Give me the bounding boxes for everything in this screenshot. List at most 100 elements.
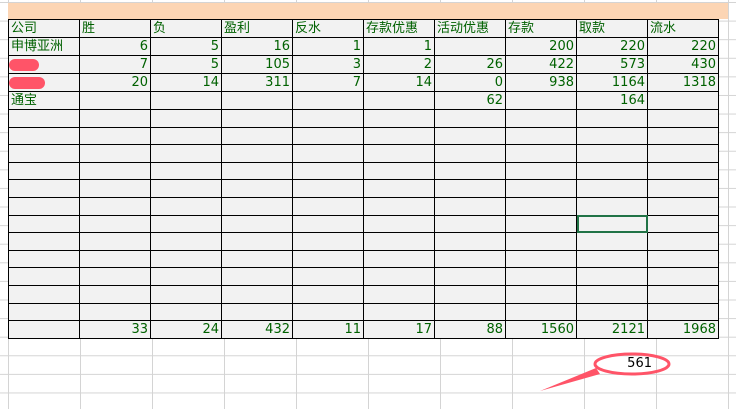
cell[interactable]: 938 xyxy=(505,73,577,92)
cell[interactable] xyxy=(150,196,222,216)
cell[interactable] xyxy=(150,267,222,286)
cell[interactable] xyxy=(576,214,648,234)
cell[interactable] xyxy=(505,179,577,198)
cell[interactable]: 430 xyxy=(647,55,719,74)
cell[interactable] xyxy=(292,126,364,146)
cell[interactable]: 62 xyxy=(434,91,506,110)
cell[interactable] xyxy=(647,267,719,286)
cell[interactable]: 220 xyxy=(576,37,648,56)
cell[interactable] xyxy=(505,302,577,322)
cell[interactable] xyxy=(434,232,506,251)
cell[interactable]: 26 xyxy=(434,55,506,74)
cell[interactable] xyxy=(576,126,648,146)
cell[interactable] xyxy=(576,232,648,251)
cell[interactable]: 存款 xyxy=(505,19,577,38)
cell[interactable] xyxy=(79,91,151,110)
cell[interactable] xyxy=(8,126,80,146)
cell[interactable] xyxy=(8,214,80,234)
cell[interactable] xyxy=(8,196,80,216)
cell[interactable] xyxy=(363,214,435,234)
cell[interactable] xyxy=(434,144,506,163)
cell[interactable] xyxy=(576,267,648,286)
cell[interactable] xyxy=(292,249,364,269)
cell[interactable] xyxy=(505,232,577,251)
cell[interactable] xyxy=(292,284,364,304)
cell[interactable]: 7 xyxy=(292,73,364,92)
cell[interactable]: 573 xyxy=(576,55,648,74)
cell[interactable] xyxy=(79,126,151,146)
cell[interactable] xyxy=(150,284,222,304)
cell[interactable] xyxy=(576,249,648,269)
cell[interactable]: 通宝 xyxy=(8,91,80,110)
difference-cell[interactable]: 561 xyxy=(627,356,652,371)
cell[interactable] xyxy=(8,73,80,92)
cell[interactable] xyxy=(576,196,648,216)
cell[interactable] xyxy=(363,109,435,128)
cell[interactable] xyxy=(292,179,364,198)
cell[interactable] xyxy=(221,91,293,110)
cell[interactable] xyxy=(363,196,435,216)
cell[interactable]: 16 xyxy=(221,37,293,56)
cell[interactable] xyxy=(8,179,80,198)
cell[interactable]: 88 xyxy=(434,320,506,340)
cell[interactable]: 2121 xyxy=(576,320,648,340)
cell[interactable] xyxy=(8,232,80,251)
cell[interactable] xyxy=(79,214,151,234)
cell[interactable] xyxy=(221,232,293,251)
cell[interactable] xyxy=(576,284,648,304)
cell[interactable] xyxy=(221,267,293,286)
cell[interactable] xyxy=(8,320,80,340)
cell[interactable] xyxy=(505,91,577,110)
cell[interactable]: 33 xyxy=(79,320,151,340)
cell[interactable]: 164 xyxy=(576,91,648,110)
cell[interactable] xyxy=(8,284,80,304)
cell[interactable]: 17 xyxy=(363,320,435,340)
cell[interactable] xyxy=(8,249,80,269)
cell[interactable]: 432 xyxy=(221,320,293,340)
cell[interactable]: 11 xyxy=(292,320,364,340)
cell[interactable] xyxy=(363,126,435,146)
cell[interactable] xyxy=(576,109,648,128)
cell[interactable] xyxy=(505,267,577,286)
cell[interactable] xyxy=(150,109,222,128)
cell[interactable]: 1318 xyxy=(647,73,719,92)
cell[interactable] xyxy=(292,214,364,234)
cell[interactable] xyxy=(221,161,293,181)
cell[interactable] xyxy=(647,196,719,216)
cell[interactable] xyxy=(576,161,648,181)
cell[interactable] xyxy=(576,144,648,163)
cell[interactable] xyxy=(434,109,506,128)
cell[interactable] xyxy=(221,126,293,146)
cell[interactable] xyxy=(292,144,364,163)
cell[interactable] xyxy=(647,232,719,251)
cell[interactable]: 公司 xyxy=(8,19,80,38)
cell[interactable] xyxy=(363,249,435,269)
cell[interactable]: 负 xyxy=(150,19,222,38)
cell[interactable]: 5 xyxy=(150,37,222,56)
cell[interactable] xyxy=(363,91,435,110)
cell[interactable] xyxy=(505,126,577,146)
cell[interactable] xyxy=(647,214,719,234)
cell[interactable]: 1968 xyxy=(647,320,719,340)
cell[interactable]: 24 xyxy=(150,320,222,340)
cell[interactable]: 7 xyxy=(79,55,151,74)
cell[interactable] xyxy=(292,267,364,286)
cell[interactable]: 105 xyxy=(221,55,293,74)
cell[interactable]: 1 xyxy=(292,37,364,56)
cell[interactable] xyxy=(434,179,506,198)
cell[interactable] xyxy=(434,284,506,304)
cell[interactable] xyxy=(434,161,506,181)
cell[interactable] xyxy=(292,196,364,216)
cell[interactable] xyxy=(79,161,151,181)
cell[interactable] xyxy=(221,302,293,322)
cell[interactable]: 200 xyxy=(505,37,577,56)
cell[interactable]: 1560 xyxy=(505,320,577,340)
cell[interactable] xyxy=(292,232,364,251)
cell[interactable] xyxy=(221,284,293,304)
cell[interactable] xyxy=(363,284,435,304)
cell[interactable] xyxy=(79,232,151,251)
cell[interactable]: 申博亚洲 xyxy=(8,37,80,56)
cell[interactable] xyxy=(647,109,719,128)
cell[interactable] xyxy=(8,302,80,322)
cell[interactable] xyxy=(8,144,80,163)
